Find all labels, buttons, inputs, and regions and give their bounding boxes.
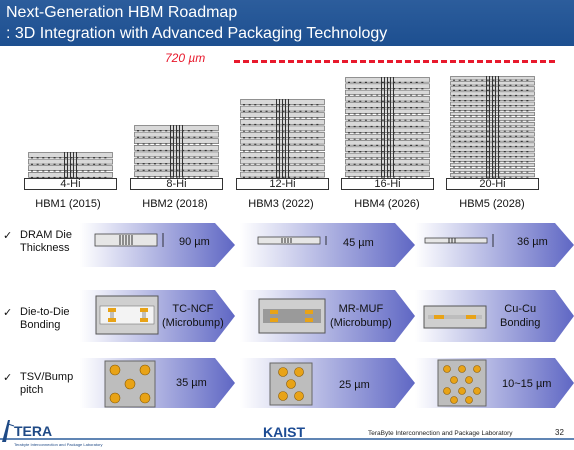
bump-icon <box>278 391 288 401</box>
bump-icon <box>465 396 473 404</box>
row-label-bonding-line2: Bonding <box>20 319 61 331</box>
bump-icon <box>450 376 458 384</box>
dram-stack-16-hi <box>345 77 430 178</box>
thickness-value-3: 36 µm <box>517 236 548 248</box>
bonding-value-2-line2: (Microbump) <box>330 317 392 329</box>
die-thickness-45-icon <box>257 236 327 245</box>
bonding-value-3-line1: Cu-Cu <box>504 303 537 315</box>
gen-label-hbm2: HBM2 (2018) <box>142 198 208 210</box>
gen-label-hbm4: HBM4 (2026) <box>354 198 420 210</box>
bump-icon <box>443 365 451 373</box>
page-number: 32 <box>555 428 564 437</box>
bonding-value-1: TC-NCF (Microbump) <box>162 302 224 330</box>
bonding-value-1-line1: TC-NCF <box>172 303 214 315</box>
row-label-thickness-line1: DRAM Die <box>20 229 72 241</box>
bump-icon <box>139 364 151 376</box>
thickness-value-2: 45 µm <box>343 237 374 249</box>
kaist-logo: KAIST <box>263 424 305 440</box>
tera-logo-sub: Terabyte Interconnection and Package Lab… <box>14 442 103 447</box>
bump-icon <box>278 367 288 377</box>
dram-stack-8-hi <box>134 125 219 178</box>
bump-icon <box>109 364 121 376</box>
base-die-8-hi: 8-Hi <box>130 178 223 190</box>
check-icon: ✓ <box>3 372 13 384</box>
bump-icon <box>443 387 451 395</box>
dram-stack-12-hi <box>240 98 325 178</box>
gen-label-hbm3: HBM3 (2022) <box>248 198 314 210</box>
row-label-thickness: DRAM Die Thickness <box>20 229 72 255</box>
bump-icon <box>458 387 466 395</box>
title-bar: Next-Generation HBM Roadmap : 3D Integra… <box>0 0 574 46</box>
gen-label-hbm5: HBM5 (2028) <box>459 198 525 210</box>
bonding-value-3: Cu-Cu Bonding <box>500 302 540 330</box>
bump-icon <box>124 378 136 390</box>
slide-subtitle: : 3D Integration with Advanced Packaging… <box>6 25 388 42</box>
height-limit-label: 720 µm <box>165 51 206 65</box>
bump-icon <box>458 365 466 373</box>
bonding-value-1-line2: (Microbump) <box>162 317 224 329</box>
bonding-value-2-line1: MR-MUF <box>338 303 384 315</box>
mr-muf-bonding-icon <box>258 298 326 334</box>
gen-label-hbm1: HBM1 (2015) <box>35 198 101 210</box>
lab-name: TeraByte Interconnection and Package Lab… <box>368 430 513 437</box>
dram-stack-20-hi <box>450 76 535 178</box>
die-thickness-90-icon <box>94 233 164 247</box>
height-limit-line <box>234 60 555 63</box>
bump-icon <box>294 367 304 377</box>
bump-icon <box>473 365 481 373</box>
bump-icon <box>450 396 458 404</box>
bump-icon <box>286 379 296 389</box>
bump-icon <box>294 391 304 401</box>
tera-logo-icon <box>2 420 15 442</box>
bonding-value-3-line2: Bonding <box>500 317 541 329</box>
pitch-value-3: 10~15 µm <box>502 378 552 390</box>
bump-icon <box>139 392 151 404</box>
row-label-pitch-line2: pitch <box>20 384 44 396</box>
slide-title: Next-Generation HBM Roadmap <box>6 4 238 21</box>
pitch-value-2: 25 µm <box>339 379 370 391</box>
bump-icon <box>473 387 481 395</box>
base-die-16-hi: 16-Hi <box>341 178 434 190</box>
check-icon: ✓ <box>3 307 13 319</box>
bump-icon <box>465 376 473 384</box>
bump-icon <box>109 392 121 404</box>
check-icon: ✓ <box>3 230 13 242</box>
base-die-4-hi: 4-Hi <box>24 178 117 190</box>
row-label-thickness-line2: Thickness <box>20 242 70 254</box>
tera-logo-text: TERA <box>14 423 52 439</box>
dram-stack-4-hi <box>28 151 113 178</box>
bonding-value-2: MR-MUF (Microbump) <box>330 302 392 330</box>
row-label-pitch: TSV/Bump pitch <box>20 371 73 397</box>
tc-ncf-bonding-icon <box>95 295 159 335</box>
row-label-bonding: Die-to-Die Bonding <box>20 306 70 332</box>
thickness-value-1: 90 µm <box>179 236 210 248</box>
footer: TERA Terabyte Interconnection and Packag… <box>0 420 574 447</box>
base-die-12-hi: 12-Hi <box>236 178 329 190</box>
row-label-pitch-line1: TSV/Bump <box>20 371 74 383</box>
cu-cu-bonding-icon <box>423 305 487 329</box>
pitch-value-1: 35 µm <box>176 377 207 389</box>
die-thickness-36-icon <box>424 234 494 247</box>
row-label-bonding-line1: Die-to-Die <box>20 306 70 318</box>
base-die-20-hi: 20-Hi <box>446 178 539 190</box>
